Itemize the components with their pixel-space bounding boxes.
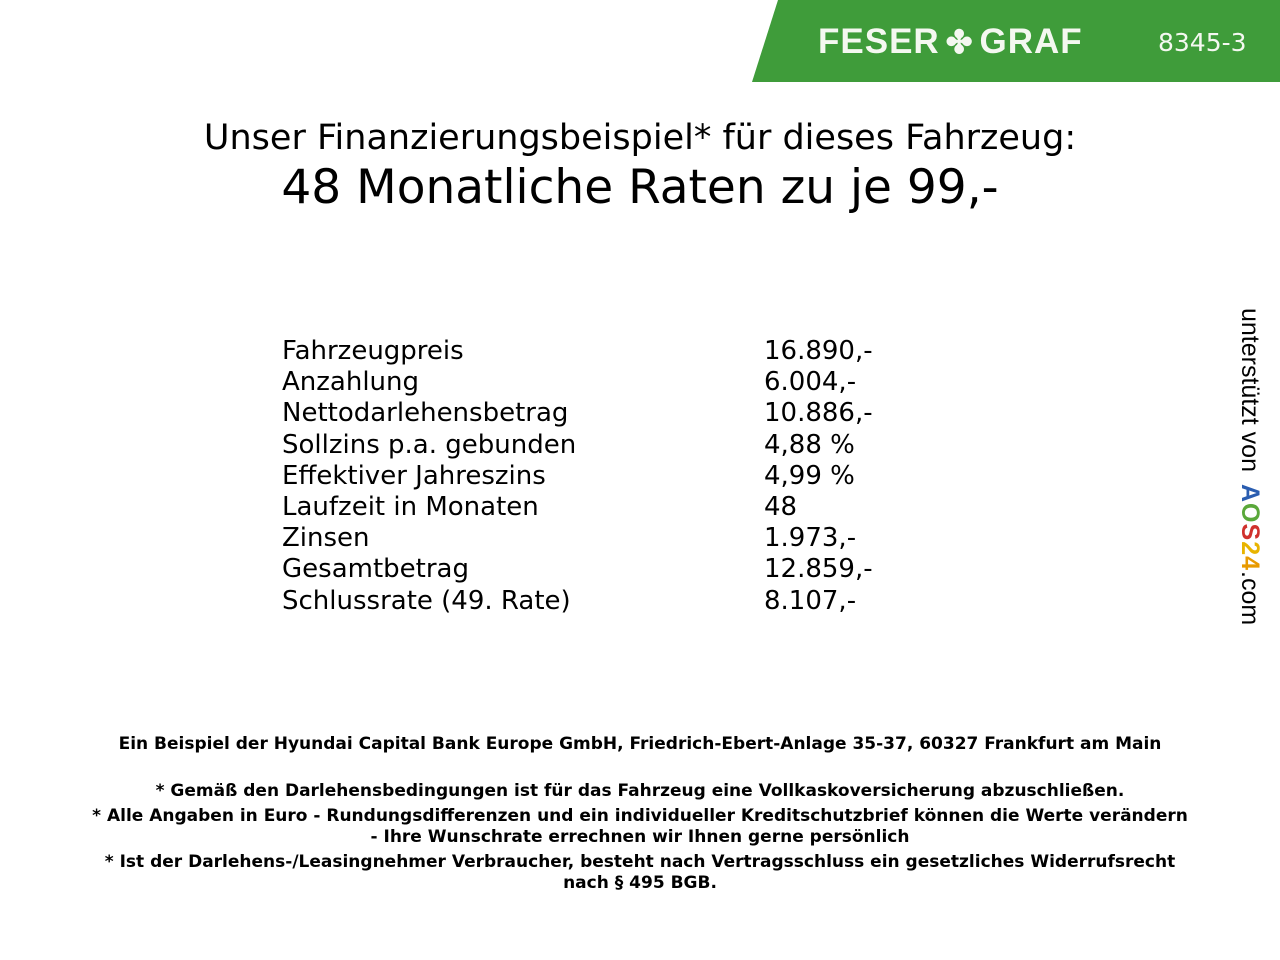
row-value: 6.004,- bbox=[764, 367, 857, 398]
row-label: Anzahlung bbox=[282, 367, 420, 398]
table-row: Schlussrate (49. Rate) 8.107,- bbox=[282, 586, 982, 617]
row-label: Schlussrate (49. Rate) bbox=[282, 585, 571, 616]
footnote-2b: - Ihre Wunschrate errechnen wir Ihnen ge… bbox=[370, 827, 910, 847]
table-row: Gesamtbetrag 12.859,- bbox=[282, 554, 982, 585]
header-banner bbox=[752, 0, 1280, 82]
row-value: 10.886,- bbox=[764, 398, 873, 429]
row-label: Sollzins p.a. gebunden bbox=[282, 429, 577, 460]
row-value: 8.107,- bbox=[764, 585, 857, 616]
title-line2: 48 Monatliche Raten zu je 99,- bbox=[281, 160, 999, 215]
aos24-letter: O bbox=[1236, 503, 1264, 524]
title-line1: Unser Finanzierungsbeispiel* für dieses … bbox=[203, 118, 1077, 158]
aos24-suffix: .com bbox=[1236, 571, 1264, 626]
row-label: Nettodarlehensbetrag bbox=[282, 398, 569, 429]
row-label: Zinsen bbox=[282, 523, 370, 554]
supported-by-text: unterstützt von bbox=[1236, 308, 1264, 472]
vehicle-code: 8345-3 bbox=[1158, 28, 1247, 57]
brand-logo: FESER ✤ GRAF bbox=[818, 22, 1083, 62]
brand-name-part2: GRAF bbox=[979, 22, 1083, 61]
row-label: Effektiver Jahreszins bbox=[282, 460, 546, 491]
footnote-1: * Gemäß den Darlehensbedingungen ist für… bbox=[155, 781, 1125, 801]
table-row: Fahrzeugpreis 16.890,- bbox=[282, 336, 982, 367]
row-label: Gesamtbetrag bbox=[282, 554, 469, 585]
clover-icon: ✤ bbox=[945, 24, 974, 60]
brand-name-part1: FESER bbox=[818, 22, 940, 61]
row-value: 48 bbox=[764, 491, 798, 522]
aos24-logo: AOS24 bbox=[1236, 484, 1264, 571]
table-row: Zinsen 1.973,- bbox=[282, 523, 982, 554]
table-row: Laufzeit in Monaten 48 bbox=[282, 492, 982, 523]
row-value: 4,88 % bbox=[764, 429, 855, 460]
row-label: Fahrzeugpreis bbox=[282, 336, 464, 366]
table-row: Nettodarlehensbetrag 10.886,- bbox=[282, 398, 982, 429]
table-row: Effektiver Jahreszins 4,99 % bbox=[282, 461, 982, 492]
row-value: 12.859,- bbox=[764, 554, 873, 585]
footnote-2a: * Alle Angaben in Euro - Rundungsdiffere… bbox=[92, 806, 1188, 826]
aos24-letter: A bbox=[1236, 483, 1264, 504]
aos24-letter: 2 bbox=[1236, 541, 1264, 557]
row-value: 16.890,- bbox=[764, 336, 873, 366]
aos24-letter: S bbox=[1236, 523, 1264, 542]
bank-note: Ein Beispiel der Hyundai Capital Bank Eu… bbox=[118, 734, 1162, 754]
table-row: Sollzins p.a. gebunden 4,88 % bbox=[282, 430, 982, 461]
supported-by: unterstützt von AOS24.com bbox=[1235, 308, 1264, 625]
footnote-3a: * Ist der Darlehens-/Leasingnehmer Verbr… bbox=[104, 852, 1176, 872]
aos24-letter: 4 bbox=[1236, 556, 1264, 571]
row-value: 4,99 % bbox=[764, 460, 855, 491]
footnote-3b: nach § 495 BGB. bbox=[563, 873, 717, 893]
row-value: 1.973,- bbox=[764, 523, 857, 554]
table-row: Anzahlung 6.004,- bbox=[282, 367, 982, 398]
financing-table: Fahrzeugpreis 16.890,- Anzahlung 6.004,- Net… bbox=[282, 336, 982, 617]
row-label: Laufzeit in Monaten bbox=[282, 491, 539, 522]
